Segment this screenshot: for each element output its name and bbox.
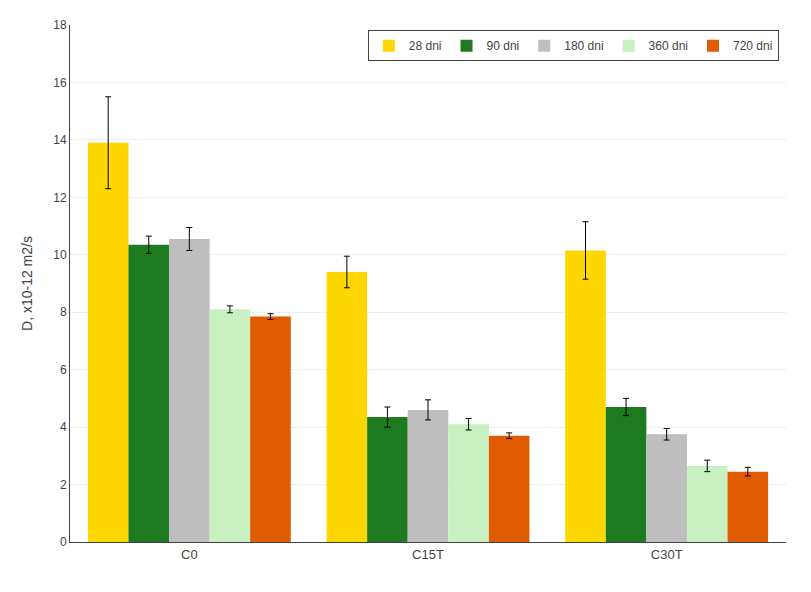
svg-text:2: 2 xyxy=(60,478,67,492)
svg-text:10: 10 xyxy=(53,248,67,262)
svg-text:C0: C0 xyxy=(181,547,198,562)
svg-text:8: 8 xyxy=(60,305,67,319)
svg-text:6: 6 xyxy=(60,363,67,377)
svg-text:90 dni: 90 dni xyxy=(487,39,520,53)
svg-text:14: 14 xyxy=(53,133,67,147)
svg-text:360 dni: 360 dni xyxy=(649,39,688,53)
svg-text:12: 12 xyxy=(53,191,67,205)
svg-text:0: 0 xyxy=(60,535,67,549)
svg-text:D, x10-12 m2/s: D, x10-12 m2/s xyxy=(19,236,35,331)
svg-text:C15T: C15T xyxy=(412,547,444,562)
svg-text:18: 18 xyxy=(53,18,67,32)
svg-text:C30T: C30T xyxy=(651,547,683,562)
svg-text:720 dni: 720 dni xyxy=(733,39,772,53)
svg-text:28 dni: 28 dni xyxy=(409,39,442,53)
svg-text:4: 4 xyxy=(60,420,67,434)
svg-text:16: 16 xyxy=(53,76,67,90)
svg-text:180 dni: 180 dni xyxy=(564,39,603,53)
